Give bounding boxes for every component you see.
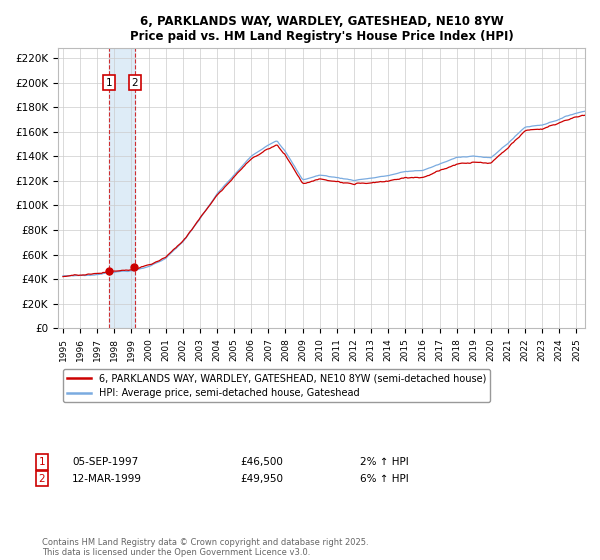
Text: Contains HM Land Registry data © Crown copyright and database right 2025.
This d: Contains HM Land Registry data © Crown c… [42, 538, 368, 557]
Text: 2% ↑ HPI: 2% ↑ HPI [360, 457, 409, 467]
Legend: 6, PARKLANDS WAY, WARDLEY, GATESHEAD, NE10 8YW (semi-detached house), HPI: Avera: 6, PARKLANDS WAY, WARDLEY, GATESHEAD, NE… [63, 370, 490, 402]
Bar [109, 48, 134, 328]
Text: 2: 2 [38, 474, 46, 484]
Text: 05-SEP-1997: 05-SEP-1997 [72, 457, 138, 467]
Text: £49,950: £49,950 [240, 474, 283, 484]
Text: 2: 2 [131, 78, 138, 88]
Text: 12-MAR-1999: 12-MAR-1999 [72, 474, 142, 484]
Text: 1: 1 [106, 78, 112, 88]
Text: 6% ↑ HPI: 6% ↑ HPI [360, 474, 409, 484]
Text: 1: 1 [38, 457, 46, 467]
Title: 6, PARKLANDS WAY, WARDLEY, GATESHEAD, NE10 8YW
Price paid vs. HM Land Registry's: 6, PARKLANDS WAY, WARDLEY, GATESHEAD, NE… [130, 15, 513, 43]
Text: £46,500: £46,500 [240, 457, 283, 467]
